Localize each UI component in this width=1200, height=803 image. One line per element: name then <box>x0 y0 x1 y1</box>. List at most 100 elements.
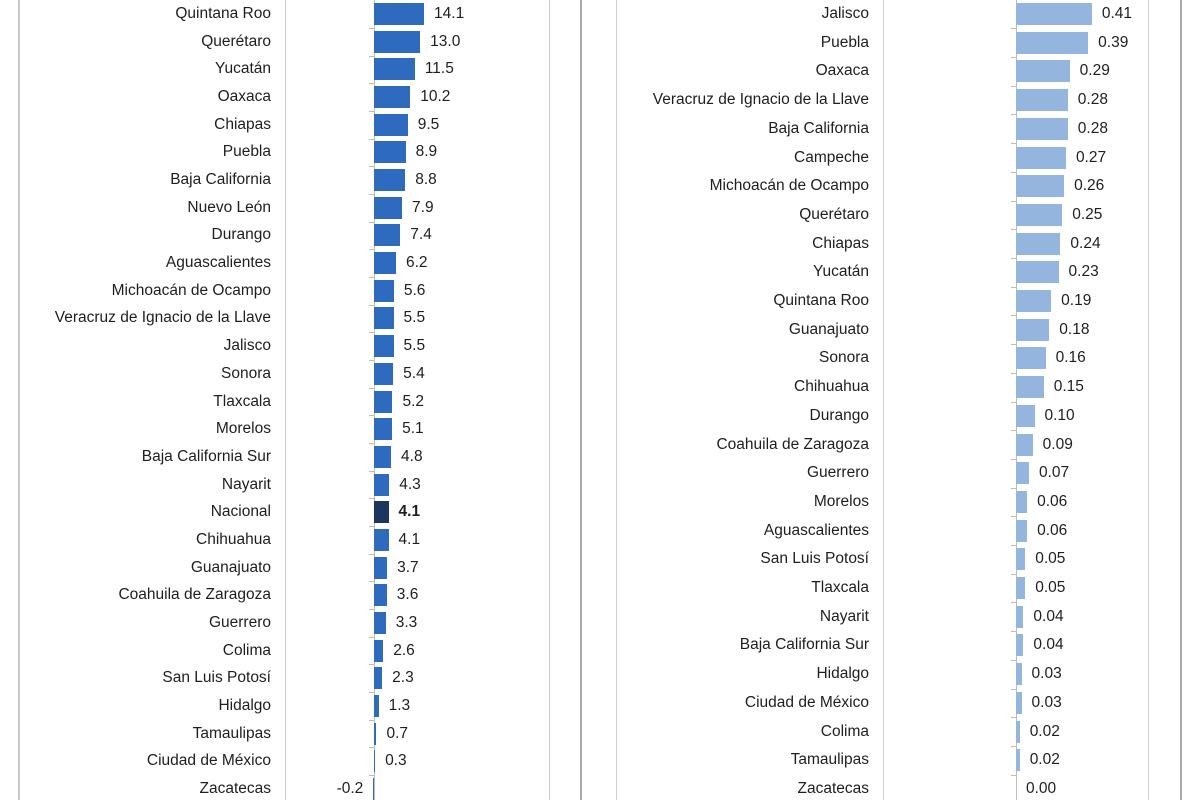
chart-row: Jalisco 5.5 <box>0 332 1200 360</box>
data-bar <box>374 695 379 717</box>
category-label: Michoacán de Ocampo <box>111 282 271 299</box>
chart-row: Chihuahua 4.1 <box>0 526 1200 554</box>
chart-row: Chiapas 0.24 <box>0 230 1200 258</box>
chart-row: Morelos 5.1 <box>0 415 1200 443</box>
axis-tick <box>1011 488 1016 489</box>
axis-tick <box>369 111 374 112</box>
category-label: Oaxaca <box>815 62 869 79</box>
chart-row: Quintana Roo 0.19 <box>0 287 1200 315</box>
category-label: Veracruz de Ignacio de la Llave <box>54 309 271 326</box>
axis-tick <box>1011 373 1016 374</box>
data-bar <box>1016 577 1026 599</box>
chart-row: Nayarit 4.3 <box>0 471 1200 499</box>
category-label: Sonora <box>819 349 869 366</box>
chart-row: Zacatecas 0.00 <box>0 775 1200 803</box>
axis-tick <box>369 443 374 444</box>
chart-row: Durango 7.4 <box>0 221 1200 249</box>
value-label: 0.26 <box>1074 177 1105 194</box>
category-label: Quintana Roo <box>773 292 869 309</box>
category-label: San Luis Potosí <box>162 669 271 686</box>
axis-tick <box>369 83 374 84</box>
chart-row: San Luis Potosí 2.3 <box>0 664 1200 692</box>
chart-row: Aguascalientes 6.2 <box>0 249 1200 277</box>
category-label: Baja California <box>768 120 869 137</box>
axis-tick <box>1011 430 1016 431</box>
category-label: Ciudad de México <box>744 694 869 711</box>
category-label: Colima <box>222 642 271 659</box>
category-label: Aguascalientes <box>165 254 271 271</box>
category-label: Guerrero <box>806 464 869 481</box>
axis-tick <box>369 720 374 721</box>
data-bar <box>374 584 387 606</box>
category-label: Yucatán <box>214 60 271 77</box>
value-label: 2.3 <box>392 669 414 686</box>
chart-row: Tamaulipas 0.02 <box>0 746 1200 774</box>
axis-tick <box>369 332 374 333</box>
data-bar <box>374 667 383 689</box>
category-label: Hidalgo <box>816 665 869 682</box>
data-bar <box>1016 204 1063 226</box>
value-label: 0.28 <box>1077 91 1108 108</box>
axis-tick <box>1011 114 1016 115</box>
data-bar <box>1016 233 1061 255</box>
chart-row: Durango 0.10 <box>0 402 1200 430</box>
data-bar <box>1016 290 1052 312</box>
category-label: Nacional <box>210 503 271 520</box>
data-bar <box>374 750 376 772</box>
axis-tick <box>369 415 374 416</box>
axis-tick <box>1011 402 1016 403</box>
axis-tick <box>369 498 374 499</box>
value-label: 0.39 <box>1098 34 1129 51</box>
data-bar <box>374 557 388 579</box>
chart-row: Nacional 4.1 <box>0 498 1200 526</box>
value-label: 0.29 <box>1079 62 1110 79</box>
chart-row: Morelos 0.06 <box>0 488 1200 516</box>
category-label: Hidalgo <box>218 697 271 714</box>
axis-tick <box>1011 315 1016 316</box>
axis-tick <box>369 388 374 389</box>
value-label: 0.02 <box>1029 723 1060 740</box>
value-label: 0.28 <box>1077 120 1108 137</box>
data-bar <box>374 252 396 274</box>
category-label: Colima <box>820 723 869 740</box>
category-label: Morelos <box>813 493 869 510</box>
data-bar <box>1016 32 1089 54</box>
data-bar <box>1016 3 1092 25</box>
value-label: 1.3 <box>388 697 411 714</box>
right-plot-right-border <box>1148 0 1149 800</box>
category-label: Nuevo León <box>187 199 271 216</box>
chart-row: Veracruz de Ignacio de la Llave 5.5 <box>0 304 1200 332</box>
axis-tick <box>1011 775 1016 776</box>
axis-tick <box>369 581 374 582</box>
value-label: 3.7 <box>397 559 419 576</box>
axis-tick <box>369 56 374 57</box>
category-label: Zacatecas <box>199 780 271 797</box>
axis-tick <box>369 305 374 306</box>
axis-tick <box>1011 574 1016 575</box>
data-bar <box>1016 434 1033 456</box>
data-bar <box>1016 89 1068 111</box>
value-label: 0.10 <box>1044 407 1075 424</box>
data-bar <box>374 141 406 163</box>
value-label: 10.2 <box>420 88 451 105</box>
value-label: -0.2 <box>336 780 364 797</box>
data-bar <box>1016 376 1044 398</box>
data-bar <box>374 31 421 53</box>
category-label: Tamaulipas <box>790 751 869 768</box>
left-plot-right-border <box>549 0 550 800</box>
category-label: Chihuahua <box>196 531 271 548</box>
value-label: 4.8 <box>401 448 423 465</box>
category-label: Querétaro <box>201 33 271 50</box>
axis-tick <box>369 277 374 278</box>
chart-row: Hidalgo 0.03 <box>0 660 1200 688</box>
data-bar <box>374 723 377 745</box>
category-label: Guerrero <box>208 614 271 631</box>
data-bar <box>374 280 394 302</box>
data-bar <box>374 363 394 385</box>
chart-row: Quintana Roo 14.1 <box>0 0 1200 28</box>
data-bar <box>1016 147 1066 169</box>
axis-tick <box>369 166 374 167</box>
chart-row: Yucatán 0.23 <box>0 258 1200 286</box>
axis-tick <box>1011 28 1016 29</box>
data-bar <box>374 335 394 357</box>
